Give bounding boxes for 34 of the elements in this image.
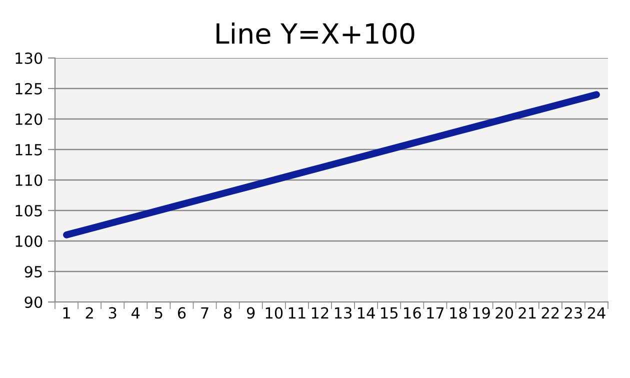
x-tick-label: 21 — [518, 307, 536, 318]
x-tick-label: 17 — [427, 307, 444, 318]
x-tick-label: 6 — [178, 307, 186, 319]
x-tick-label: 9 — [246, 307, 255, 319]
y-tick-label: 130 — [16, 52, 42, 64]
y-tick-label: 105 — [16, 204, 42, 217]
x-tick-label: 8 — [224, 307, 232, 319]
x-tick-label: 18 — [450, 307, 467, 319]
y-tick-label: 100 — [16, 235, 42, 248]
x-tick-label: 13 — [334, 307, 352, 319]
chart-title: Line Y=X+100 — [216, 22, 414, 44]
x-tick-label: 12 — [312, 307, 328, 318]
x-tick-label: 7 — [201, 307, 208, 318]
x-tick-label: 4 — [132, 307, 140, 318]
x-tick-label: 1 — [63, 307, 70, 318]
x-tick-label: 23 — [564, 307, 582, 319]
y-tick-label: 110 — [16, 174, 42, 186]
x-tick-label: 16 — [404, 307, 421, 319]
x-tick-label: 11 — [288, 307, 306, 318]
x-tick-label: 15 — [381, 307, 398, 319]
y-tick-label: 120 — [16, 113, 42, 126]
x-tick-label: 3 — [108, 307, 116, 319]
y-tick-label: 90 — [24, 296, 42, 308]
y-tick-label: 95 — [24, 266, 42, 278]
y-tick-label: 125 — [16, 82, 42, 95]
x-tick-label: 10 — [266, 307, 283, 319]
x-tick-label: 14 — [358, 307, 375, 318]
y-tick-label: 115 — [16, 144, 42, 156]
x-tick-label: 20 — [496, 307, 514, 319]
x-tick-label: 22 — [542, 307, 559, 318]
x-tick-label: 5 — [155, 307, 162, 319]
x-tick-label: 19 — [473, 307, 490, 319]
x-tick-label: 24 — [588, 307, 606, 318]
x-tick-label: 2 — [86, 307, 93, 318]
